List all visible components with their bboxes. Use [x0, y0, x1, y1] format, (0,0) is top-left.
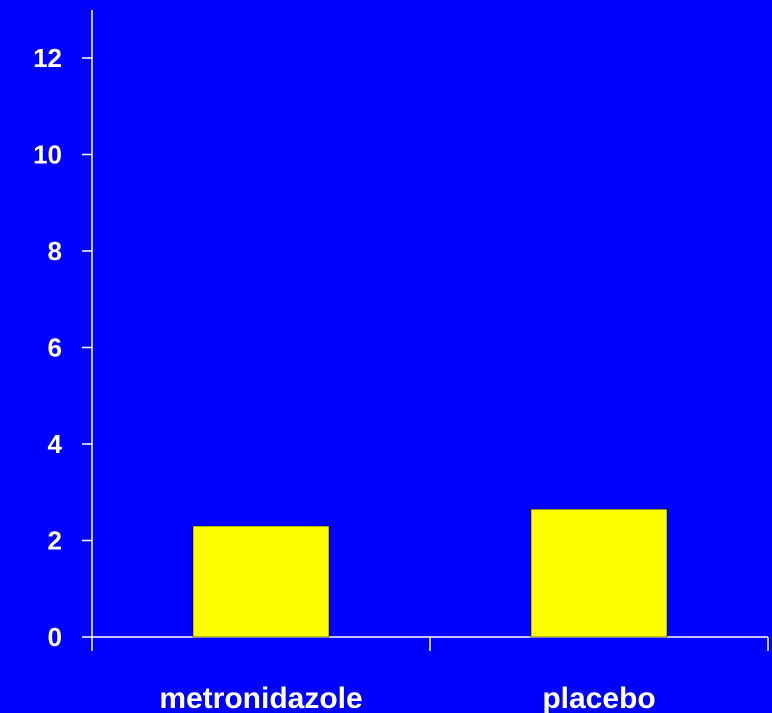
bar-metronidazole — [192, 525, 330, 638]
y-tick-label: 2 — [48, 526, 62, 556]
x-category-label: metronidazole — [159, 682, 362, 713]
y-tick-label: 4 — [48, 429, 63, 459]
y-tick-label: 6 — [48, 333, 62, 363]
y-tick-label: 12 — [33, 43, 62, 73]
bars — [192, 508, 668, 638]
bar-placebo — [530, 508, 668, 638]
x-axis: metronidazole placebo — [91, 636, 769, 713]
x-category-label: placebo — [542, 682, 655, 713]
y-axis: 0 2 4 6 8 10 12 — [33, 10, 93, 652]
y-tick-label: 0 — [48, 622, 62, 652]
y-tick-label: 8 — [48, 236, 62, 266]
y-tick-label: 10 — [33, 140, 62, 170]
